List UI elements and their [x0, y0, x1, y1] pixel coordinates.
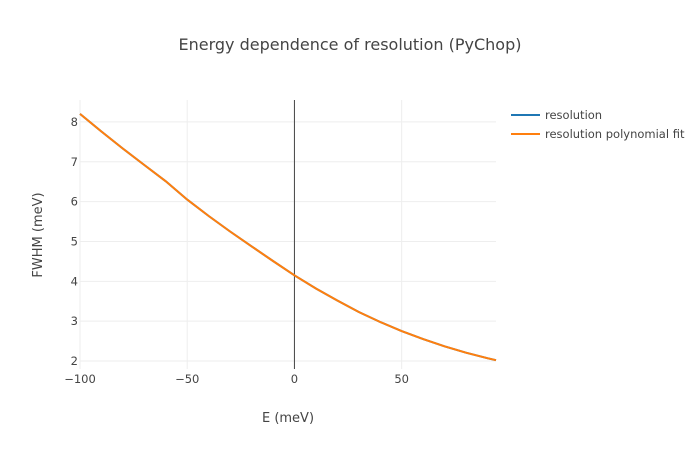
series-line-1 — [79, 113, 497, 362]
legend: resolution resolution polynomial fit — [511, 108, 685, 141]
y-tick-label: 6 — [71, 195, 78, 209]
x-tick-labels: −100 −50 0 50 — [64, 372, 409, 386]
legend-item[interactable]: resolution polynomial fit — [511, 127, 685, 141]
y-tick-label: 3 — [71, 314, 78, 328]
legend-label: resolution polynomial fit — [545, 127, 685, 141]
x-tick-label: 50 — [394, 372, 409, 386]
y-tick-label: 2 — [71, 354, 78, 368]
y-tick-label: 5 — [71, 234, 78, 248]
x-axis-title: E (meV) — [262, 411, 314, 426]
y-tick-label: 4 — [71, 274, 78, 288]
series-group — [79, 113, 497, 362]
y-tick-label: 8 — [71, 115, 78, 129]
chart-title: Energy dependence of resolution (PyChop) — [179, 35, 522, 54]
x-tick-label: −100 — [64, 372, 96, 386]
y-tick-labels: 2 3 4 5 6 7 8 — [71, 115, 78, 368]
x-tick-label: 0 — [291, 372, 298, 386]
y-axis-title: FWHM (meV) — [31, 192, 46, 277]
y-tick-label: 7 — [71, 155, 78, 169]
grid — [79, 100, 496, 369]
legend-item[interactable]: resolution — [511, 108, 602, 122]
legend-label: resolution — [545, 108, 602, 122]
x-tick-label: −50 — [175, 372, 199, 386]
